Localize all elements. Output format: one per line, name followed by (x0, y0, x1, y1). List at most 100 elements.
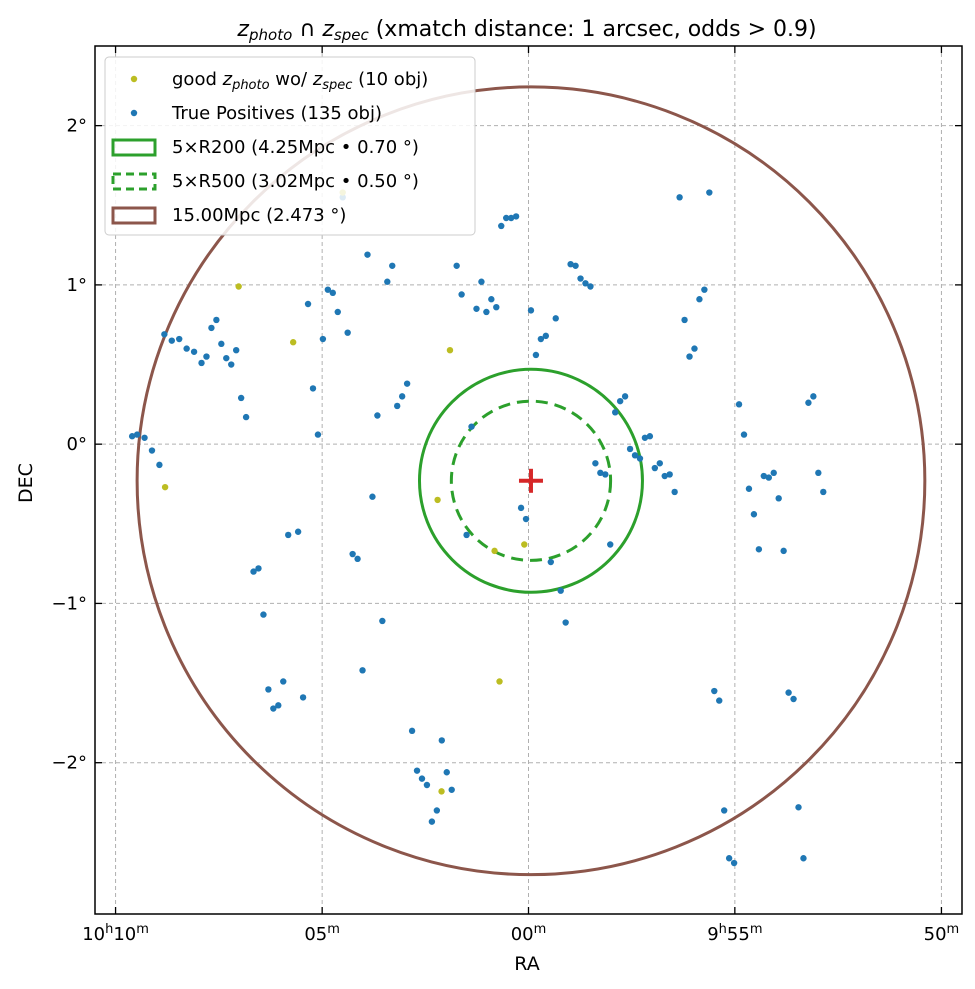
scatter-point (434, 496, 441, 504)
scatter-point (800, 855, 807, 862)
scatter-point (141, 434, 148, 441)
scatter-point (716, 697, 723, 704)
scatter-point (602, 471, 609, 478)
scatter-point (592, 460, 599, 467)
scatter-point (483, 308, 490, 316)
y-tick-label: −1° (51, 593, 87, 614)
scatter-point (780, 547, 787, 555)
scatter-point (228, 361, 235, 368)
scatter-point (349, 550, 356, 558)
scatter-point (671, 488, 678, 496)
scatter-point (161, 483, 169, 491)
scatter-point (805, 399, 812, 406)
scatter-point (577, 275, 584, 282)
legend-marker (111, 206, 157, 225)
chart-title: zphoto ∩ zspec (xmatch distance: 1 arcse… (236, 17, 816, 44)
radius-circle (417, 367, 644, 594)
scatter-point (354, 555, 361, 563)
points (128, 189, 827, 867)
center-marker (518, 468, 543, 493)
scatter-point (304, 300, 312, 308)
scatter-point (661, 472, 668, 480)
scatter-point (235, 283, 242, 290)
scatter-point (309, 385, 317, 392)
scatter-point (730, 859, 738, 867)
scatter-point (542, 332, 550, 340)
scatter-point (597, 469, 604, 477)
scatter-point (567, 260, 574, 268)
scatter-point (750, 511, 758, 518)
scatter-point (369, 493, 376, 500)
scatter-point (458, 291, 465, 298)
scatter-point (198, 359, 205, 367)
y-tick-label: 1° (67, 275, 87, 296)
scatter-point (521, 541, 528, 548)
scatter-point (711, 687, 718, 695)
scatter-point (562, 619, 569, 626)
radius-circle (135, 85, 927, 877)
scatter-point (532, 351, 540, 359)
scatter-point (795, 804, 802, 811)
scatter-point (626, 445, 634, 453)
scatter-point (389, 262, 396, 269)
scatter-point (183, 345, 190, 352)
scatter-point (507, 214, 515, 222)
scatter-point (250, 568, 257, 575)
scatter-point (176, 335, 183, 343)
legend: good zphoto wo/ zspec (10 obj) True Posit… (104, 56, 476, 236)
scatter-point (681, 316, 688, 324)
scatter-point (646, 433, 654, 440)
scatter-point (522, 515, 530, 523)
scatter-point (443, 769, 450, 776)
scatter-point (203, 353, 210, 360)
scatter-point (582, 280, 589, 287)
scatter-point (398, 393, 406, 400)
scatter-point (587, 283, 594, 290)
scatter-point (631, 452, 639, 459)
scatter-point (790, 695, 797, 703)
legend-marker (111, 138, 157, 157)
scatter-point (438, 737, 445, 744)
scatter-point (527, 307, 535, 314)
circles (135, 85, 927, 877)
scatter-point (280, 678, 287, 685)
y-tick-label: 2° (67, 116, 87, 137)
scatter-point (820, 488, 827, 496)
x-ticks: 10h10m 05m 00m 9h55m 50m (82, 46, 959, 945)
scatter-point (133, 431, 141, 438)
y-axis-label: DEC (15, 463, 37, 503)
scatter-point (374, 412, 381, 419)
scatter-point (314, 431, 322, 438)
scatter-point (408, 727, 416, 735)
scatter-point (260, 611, 267, 618)
scatter-point (418, 775, 426, 782)
scatter-point (218, 340, 225, 348)
scatter-point (237, 394, 245, 402)
legend-marker (111, 172, 157, 191)
scatter-point (428, 818, 436, 825)
scatter-point (755, 546, 763, 553)
scatter-point (403, 380, 411, 387)
scatter-point (765, 474, 772, 481)
x-tick-label: 00m (511, 922, 547, 945)
scatter-point (656, 460, 663, 467)
scatter-point (359, 667, 366, 674)
scatter-point (438, 788, 445, 795)
scatter-point (270, 705, 277, 712)
legend-label: 5×R500 (3.02Mpc • 0.50 °) (172, 171, 419, 192)
scatter-point (468, 423, 475, 430)
scatter-point (810, 393, 817, 400)
scatter-point (735, 401, 743, 408)
scatter-point (666, 471, 673, 478)
scatter-point (265, 686, 272, 693)
scatter-point (379, 617, 386, 625)
scatter-point (512, 213, 520, 220)
x-tick-label: 9h55m (707, 922, 762, 945)
scatter-point (503, 214, 510, 222)
scatter-point (156, 461, 163, 469)
grid (95, 46, 962, 914)
scatter-point (394, 402, 401, 410)
scatter-point (329, 289, 337, 297)
legend-label: good zphoto wo/ zspec (10 obj) (172, 69, 428, 93)
x-axis-label: RA (514, 953, 539, 975)
